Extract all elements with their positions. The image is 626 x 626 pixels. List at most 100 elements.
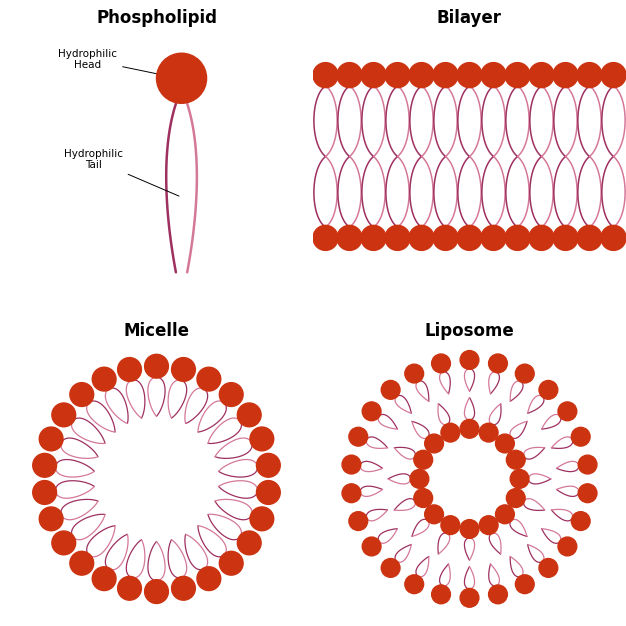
Circle shape [414, 450, 433, 469]
Circle shape [441, 423, 459, 442]
Circle shape [385, 63, 410, 88]
Circle shape [405, 364, 424, 383]
Circle shape [558, 537, 577, 556]
Circle shape [460, 419, 479, 438]
Circle shape [337, 225, 362, 250]
Circle shape [145, 580, 168, 603]
Circle shape [156, 53, 207, 103]
Circle shape [506, 450, 525, 469]
Circle shape [510, 470, 529, 488]
Circle shape [362, 402, 381, 421]
Circle shape [481, 225, 506, 250]
Circle shape [385, 225, 410, 250]
Circle shape [481, 63, 506, 88]
Circle shape [410, 470, 429, 488]
Circle shape [92, 567, 116, 590]
Circle shape [337, 63, 362, 88]
Circle shape [409, 225, 434, 250]
Circle shape [342, 455, 361, 474]
Circle shape [33, 453, 56, 477]
Circle shape [349, 428, 367, 446]
Circle shape [70, 382, 94, 406]
Circle shape [313, 63, 338, 88]
Circle shape [219, 552, 243, 575]
Circle shape [197, 367, 221, 391]
Circle shape [578, 484, 597, 503]
Circle shape [572, 511, 590, 530]
Circle shape [505, 63, 530, 88]
Circle shape [118, 577, 141, 600]
Text: Bilayer: Bilayer [437, 9, 502, 28]
Circle shape [381, 381, 400, 399]
Circle shape [349, 511, 367, 530]
Circle shape [553, 225, 578, 250]
Circle shape [361, 63, 386, 88]
Text: Hydrophilic
Tail: Hydrophilic Tail [64, 149, 179, 196]
Circle shape [361, 225, 386, 250]
Text: Hydrophilic
Head: Hydrophilic Head [58, 49, 176, 78]
Text: Micelle: Micelle [123, 322, 190, 341]
Circle shape [577, 63, 602, 88]
Circle shape [539, 381, 558, 399]
Circle shape [496, 434, 515, 453]
Circle shape [432, 585, 451, 603]
Circle shape [424, 434, 443, 453]
Circle shape [33, 481, 56, 505]
Circle shape [257, 453, 280, 477]
Circle shape [381, 558, 400, 577]
Circle shape [433, 63, 458, 88]
Circle shape [515, 575, 534, 593]
Circle shape [237, 531, 261, 555]
Circle shape [197, 567, 221, 590]
Circle shape [529, 225, 554, 250]
Text: Phospholipid: Phospholipid [96, 9, 217, 28]
Circle shape [172, 577, 195, 600]
Circle shape [601, 63, 626, 88]
Circle shape [433, 225, 458, 250]
Circle shape [118, 357, 141, 381]
Circle shape [362, 537, 381, 556]
Circle shape [432, 354, 451, 373]
Circle shape [409, 63, 434, 88]
Circle shape [480, 423, 498, 442]
Circle shape [313, 225, 338, 250]
Circle shape [480, 516, 498, 535]
Circle shape [496, 505, 515, 524]
Circle shape [460, 351, 479, 369]
Circle shape [488, 354, 507, 373]
Circle shape [70, 552, 94, 575]
Circle shape [539, 558, 558, 577]
Circle shape [553, 63, 578, 88]
Circle shape [92, 367, 116, 391]
Text: Liposome: Liposome [424, 322, 515, 341]
Circle shape [577, 225, 602, 250]
Circle shape [441, 516, 459, 535]
Circle shape [52, 403, 76, 427]
Circle shape [414, 489, 433, 508]
Circle shape [457, 225, 482, 250]
Circle shape [145, 354, 168, 378]
Circle shape [39, 427, 63, 451]
Circle shape [506, 489, 525, 508]
Circle shape [39, 507, 63, 531]
Circle shape [342, 484, 361, 503]
Circle shape [505, 225, 530, 250]
Circle shape [488, 585, 507, 603]
Circle shape [572, 428, 590, 446]
Circle shape [250, 427, 274, 451]
Circle shape [219, 382, 243, 406]
Circle shape [424, 505, 443, 524]
Circle shape [405, 575, 424, 593]
Circle shape [601, 225, 626, 250]
Circle shape [172, 357, 195, 381]
Circle shape [237, 403, 261, 427]
Circle shape [52, 531, 76, 555]
Circle shape [257, 481, 280, 505]
Circle shape [460, 520, 479, 538]
Circle shape [558, 402, 577, 421]
Circle shape [578, 455, 597, 474]
Circle shape [457, 63, 482, 88]
Circle shape [515, 364, 534, 383]
Circle shape [460, 588, 479, 607]
Circle shape [529, 63, 554, 88]
